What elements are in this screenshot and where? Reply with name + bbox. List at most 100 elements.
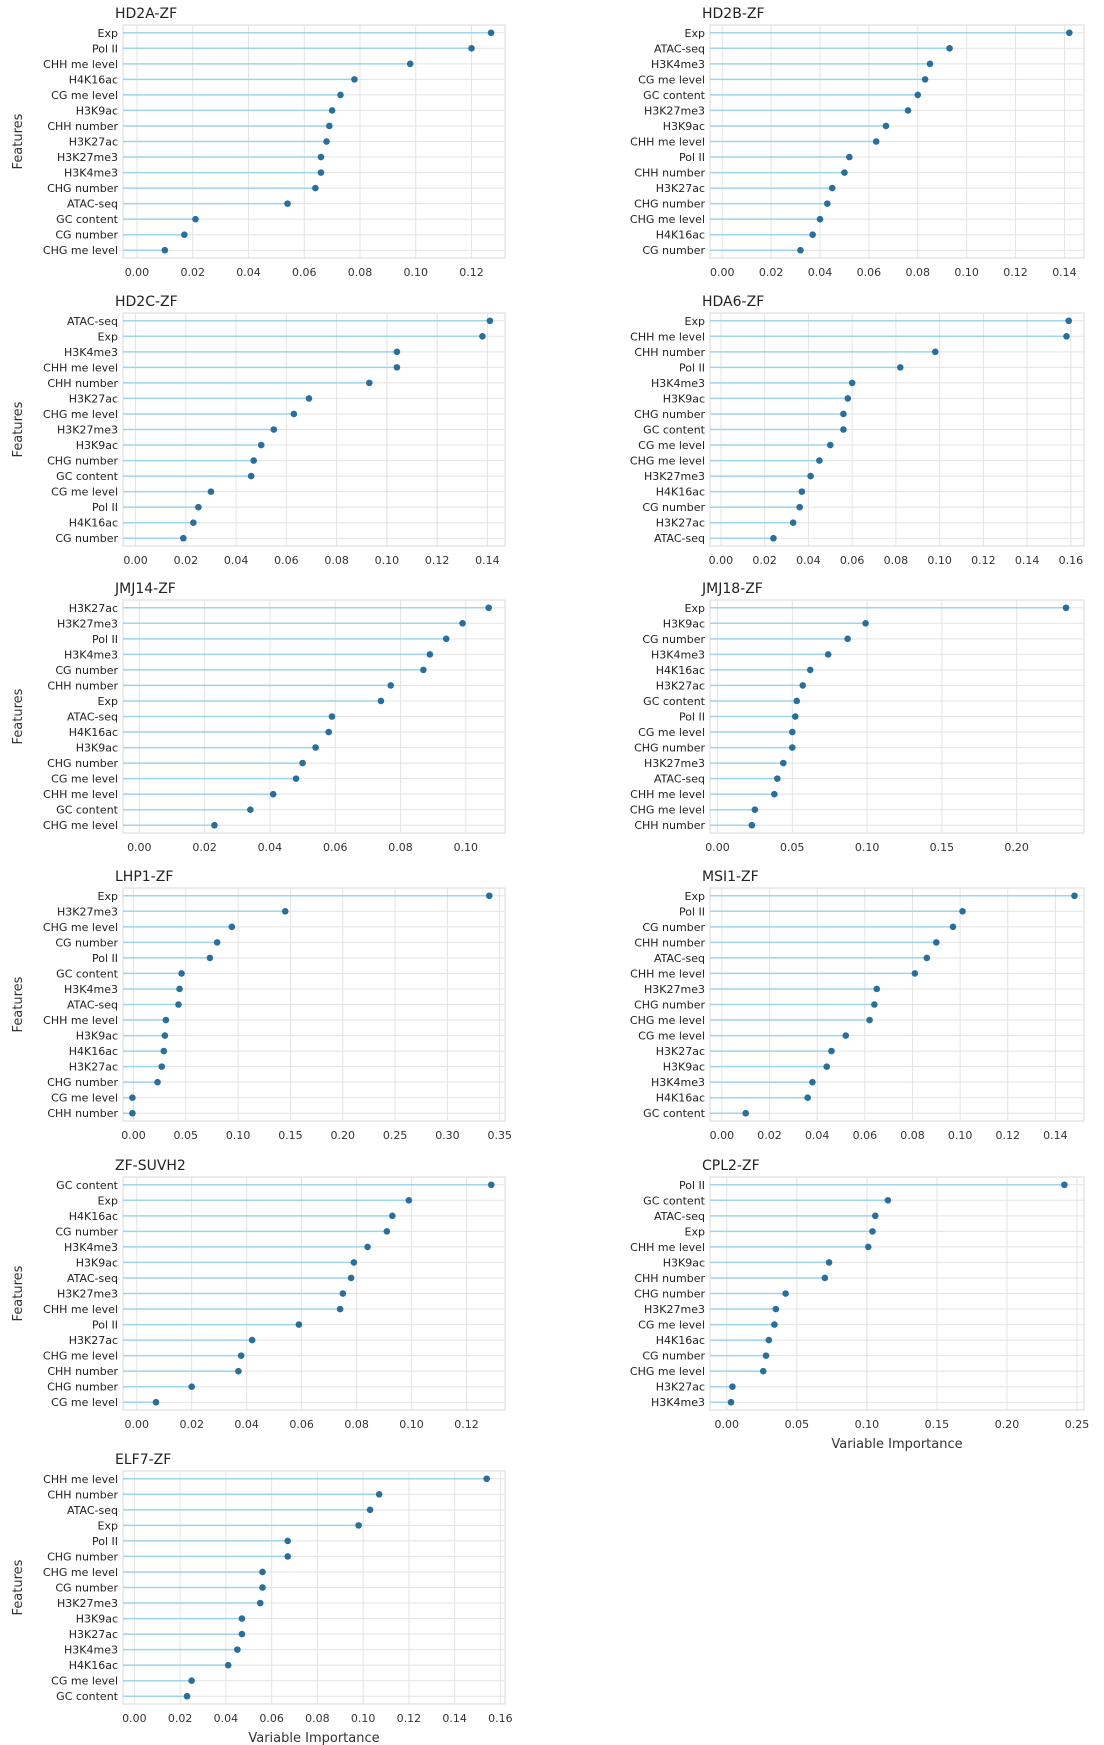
y-tick-label: CG me level: [51, 1675, 118, 1688]
lollipop-point: [355, 1522, 362, 1529]
lollipop-point: [844, 395, 852, 402]
lollipop-point: [862, 620, 869, 627]
y-tick-label: Exp: [685, 602, 705, 615]
lollipop-point: [405, 1197, 413, 1204]
lollipop-point: [299, 759, 306, 767]
y-tick-label: GC content: [56, 804, 119, 817]
x-tick-label: 0.12: [454, 1418, 479, 1431]
lollipop-point: [154, 1078, 161, 1086]
y-tick-label: H3K9ac: [76, 1613, 118, 1626]
y-tick-label: H3K27me3: [57, 424, 118, 437]
x-tick-label: 0.08: [388, 841, 413, 854]
lollipop-point: [175, 1001, 182, 1008]
lollipop-point: [284, 1537, 291, 1545]
lollipop-point: [774, 775, 781, 782]
lollipop-point: [161, 246, 169, 254]
lollipop-point: [161, 1032, 169, 1039]
lollipop-point: [828, 184, 836, 192]
lollipop-point: [844, 635, 851, 643]
lollipop-point: [871, 1212, 879, 1220]
chart-title: LHP1-ZF: [115, 869, 173, 885]
lollipop-point: [442, 635, 450, 643]
y-tick-label: CG me level: [638, 1030, 705, 1043]
y-tick-label: CG number: [55, 229, 118, 242]
panel-hd2b-zf: HD2B-ZF 0.00 0.02 0.04 0.06 0.08 0.10 0.12 0.14 E…: [630, 6, 1085, 279]
x-tick-label: 0.06: [274, 554, 299, 567]
y-tick-label: H3K9ac: [76, 1030, 118, 1043]
lollipop-point: [1062, 604, 1070, 612]
x-tick-label: 0.14: [475, 554, 500, 567]
x-tick-label: 0.04: [234, 1418, 259, 1431]
x-tick-label: 0.14: [1015, 554, 1040, 567]
y-tick-label: GC content: [56, 967, 119, 980]
lollipop-point: [183, 1692, 191, 1700]
x-tick-label: 0.12: [397, 1712, 422, 1725]
x-tick-label: 0.04: [808, 266, 833, 279]
lollipop-point: [959, 908, 966, 915]
x-tick-label: 0.12: [996, 1129, 1021, 1142]
y-axis-label: Features: [11, 1265, 26, 1321]
lollipop-point: [250, 457, 257, 464]
lollipop-point: [1063, 333, 1070, 340]
lollipop-point: [796, 503, 803, 511]
y-tick-label: Exp: [685, 890, 705, 903]
chart-title: JMJ18-ZF: [701, 581, 763, 597]
lollipop-point: [896, 364, 904, 371]
lollipop-point: [797, 246, 804, 254]
y-tick-label: Pol II: [92, 1535, 118, 1548]
y-tick-label: CHG me level: [43, 244, 118, 257]
y-axis-label: Features: [11, 401, 26, 457]
y-tick-label: H3K27ac: [69, 602, 118, 615]
lollipop-point: [809, 231, 816, 238]
lollipop-point: [727, 1398, 735, 1406]
y-tick-label: CHG me level: [630, 455, 705, 468]
x-tick-label: 0.06: [323, 841, 348, 854]
lollipop-point: [483, 1475, 491, 1483]
panel-hd2a-zf: HD2A-ZF Features 0.00 0.02 0.04 0.06 0.08 0.10 0…: [11, 6, 506, 279]
y-tick-label: CHG number: [47, 182, 118, 195]
y-tick-label: GC content: [643, 424, 706, 437]
lollipop-point: [798, 488, 806, 495]
lollipop-point: [788, 744, 796, 751]
x-tick-label: 0.08: [344, 1418, 369, 1431]
lollipop-point: [292, 775, 300, 782]
lollipop-point: [799, 682, 807, 689]
x-tick-label: 0.12: [459, 266, 484, 279]
x-tick-label: 0.30: [435, 1129, 460, 1142]
lollipop-point: [176, 985, 183, 993]
x-tick-label: 0.00: [127, 841, 152, 854]
y-tick-label: H3K27me3: [57, 617, 118, 630]
x-tick-label: 0.04: [805, 1129, 830, 1142]
x-tick-label: 0.12: [971, 554, 996, 567]
y-tick-label: H3K27ac: [69, 1061, 118, 1074]
y-tick-label: H3K27me3: [57, 151, 118, 164]
x-tick-label: 0.00: [710, 1129, 735, 1142]
lollipop-point: [389, 1212, 396, 1220]
y-tick-label: CHG me level: [43, 819, 118, 832]
y-tick-label: CG number: [55, 532, 118, 545]
y-tick-label: H3K4me3: [64, 983, 118, 996]
lollipop-point: [842, 1032, 850, 1039]
x-tick-label: 0.10: [226, 1129, 251, 1142]
y-tick-label: H3K27me3: [644, 104, 705, 117]
x-tick-label: 0.04: [796, 554, 821, 567]
chart-title: MSI1-ZF: [702, 869, 759, 885]
y-tick-label: CHH number: [634, 346, 705, 359]
x-tick-label: 0.02: [180, 266, 205, 279]
y-tick-label: GC content: [56, 1690, 119, 1703]
lollipop-point: [325, 728, 332, 736]
x-tick-label: 0.14: [1043, 1129, 1068, 1142]
y-tick-label: H4K16ac: [69, 1659, 118, 1672]
y-tick-label: CG me level: [638, 1319, 705, 1332]
lollipop-point: [765, 1336, 773, 1344]
y-tick-label: H3K27ac: [69, 1334, 118, 1347]
lollipop-point: [211, 821, 218, 829]
lollipop-point: [158, 1063, 166, 1070]
y-tick-label: H3K27me3: [644, 470, 705, 483]
y-tick-label: H3K27ac: [69, 392, 118, 405]
y-tick-label: Exp: [98, 1194, 118, 1207]
y-tick-label: ATAC-seq: [654, 952, 705, 965]
y-tick-label: H4K16ac: [656, 486, 705, 499]
lollipop-point: [826, 441, 834, 449]
panel-elf7-zf: ELF7-ZF Features 0.00 0.02 0.04 0.06 0.08 0.10 0…: [11, 1452, 513, 1745]
